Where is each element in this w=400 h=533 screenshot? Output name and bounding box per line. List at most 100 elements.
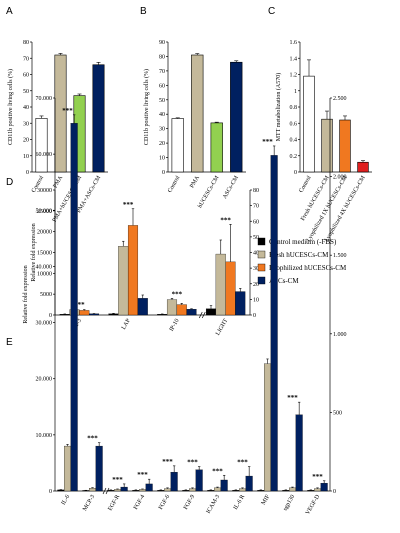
y-tick-label: 10000 <box>37 271 52 277</box>
bar <box>339 119 351 173</box>
y2-tick-label: 30 <box>253 266 259 272</box>
significance: *** <box>112 476 123 484</box>
x-tick-label: IL-6 <box>61 494 72 506</box>
y-tick-label: 0 <box>49 313 52 319</box>
y-tick-label: 90 <box>159 40 165 46</box>
y-tick-label: 20 <box>23 138 29 144</box>
panel-label: E <box>6 337 13 348</box>
y2-tick-label: 70 <box>253 204 259 210</box>
bar <box>157 490 165 492</box>
y-tick-label: 1.4 <box>290 56 298 62</box>
y-tick-label: 0.6 <box>290 121 298 127</box>
y-tick-label: 60 <box>159 83 165 89</box>
bar <box>164 488 171 492</box>
bar <box>239 488 246 492</box>
bar <box>120 486 128 492</box>
bar <box>186 309 197 316</box>
x-tick-label: Control <box>167 175 182 194</box>
x-tick-label: sgp130 <box>282 494 296 512</box>
y-tick-label: 0 <box>26 170 29 176</box>
y-tick-label: 60 <box>23 73 29 79</box>
bar <box>57 489 65 492</box>
bar <box>170 471 178 492</box>
x-tick-label: IP-10 <box>169 318 181 333</box>
bar <box>289 487 296 492</box>
y-tick-label: 50 <box>23 89 29 95</box>
legend-label: Fresh hUCESCs-CM <box>269 251 329 259</box>
y-tick-label: 20 <box>159 141 165 147</box>
bar <box>195 469 203 492</box>
y-tick-label: 10 <box>23 154 29 160</box>
x-tick-label: EGF-R <box>107 494 121 512</box>
legend-label: Control medium (-FBS) <box>269 238 337 246</box>
axis-break <box>201 311 206 319</box>
bar <box>132 490 140 492</box>
x-tick-label: FGF-6 <box>158 494 171 511</box>
y-tick-label: 40.000 <box>36 264 53 270</box>
y-tick-label: 1.2 <box>290 73 298 79</box>
y-tick-label: 30 <box>23 121 29 127</box>
x-tick-label: VEGF-D <box>305 493 322 516</box>
y-tick-label: 10.000 <box>36 433 53 439</box>
legend-swatch <box>257 237 266 246</box>
x-tick-label: FGF-4 <box>133 494 146 511</box>
bar <box>282 490 290 492</box>
bar <box>207 490 215 492</box>
bar <box>88 313 100 316</box>
significance: *** <box>212 467 223 475</box>
y-tick-label: 40 <box>23 105 29 111</box>
bar <box>307 490 315 492</box>
y-axis-label: Relative fold expression <box>22 265 29 323</box>
significance: *** <box>62 107 73 115</box>
y-tick-label: 70.000 <box>36 96 53 102</box>
bar <box>145 483 153 492</box>
bar <box>215 253 226 316</box>
bar <box>157 314 168 316</box>
y2-tick-label: 1.000 <box>333 332 347 338</box>
y2-tick-label: 0 <box>253 313 256 319</box>
significance: *** <box>287 394 298 402</box>
legend-swatch <box>257 263 266 272</box>
significance: *** <box>220 216 231 224</box>
significance: *** <box>137 471 148 479</box>
y-tick-label: 60.000 <box>36 152 53 158</box>
y-tick-label: 0 <box>49 489 52 495</box>
y-tick-label: 50.000 <box>36 208 53 214</box>
significance: *** <box>262 138 273 146</box>
y2-tick-label: 60 <box>253 219 259 225</box>
legend-label: Lyophilized hUCESCs-CM <box>269 264 347 272</box>
bar <box>357 161 369 173</box>
y-axis-label: Relative fold expression <box>30 223 37 281</box>
x-tick-label: LAP <box>121 317 132 330</box>
y-tick-label: 70 <box>23 56 29 62</box>
y-tick-label: 0 <box>162 170 165 176</box>
y-tick-label: 1 <box>294 89 297 95</box>
bar <box>79 310 90 316</box>
x-tick-label: IL-6 R <box>233 494 246 511</box>
x-tick-label: FGF-9 <box>183 494 196 511</box>
y-axis-label: MTT metabolization (A570) <box>275 73 282 142</box>
y2-tick-label: 0 <box>333 489 336 495</box>
x-tick-label: LIGHT <box>215 318 229 337</box>
significance: *** <box>162 458 173 466</box>
bar <box>225 261 236 316</box>
legend-swatch <box>257 250 266 259</box>
y-axis-label: CD11b positive living cells (%) <box>143 69 150 145</box>
bar <box>189 488 196 492</box>
bar <box>270 155 278 492</box>
bar <box>64 445 71 492</box>
x-tick-label: PMA <box>189 174 201 189</box>
y-tick-label: 1.6 <box>290 40 298 46</box>
y-tick-label: 30000 <box>37 188 52 194</box>
y2-tick-label: 1.500 <box>333 253 347 259</box>
y2-tick-label: 500 <box>333 410 342 416</box>
bar <box>295 414 303 492</box>
bar <box>59 314 70 316</box>
y2-tick-label: 40 <box>253 251 259 257</box>
y-tick-label: 30.000 <box>36 321 53 327</box>
legend-label: ASCs-CM <box>269 277 299 285</box>
y-tick-label: 70 <box>159 69 165 75</box>
significance: *** <box>123 201 134 209</box>
significance: *** <box>187 459 198 467</box>
